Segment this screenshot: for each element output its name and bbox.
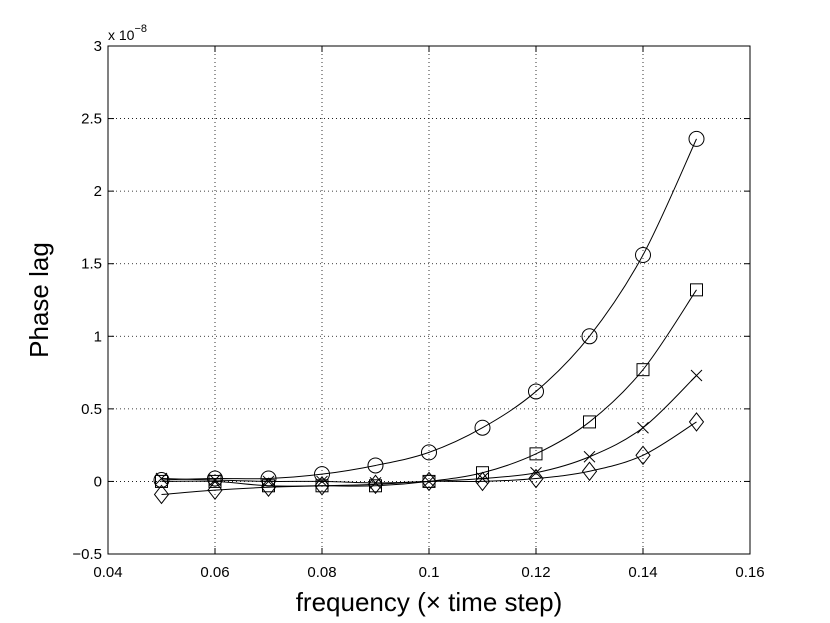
circle-marker — [635, 247, 651, 264]
x-marker — [369, 477, 382, 489]
tick-labels: 0.04 0.06 0.08 0.1 0.12 0.14 0.16 −0.5 0 0.5 1 1.5 2… — [72, 38, 764, 581]
y-tick-label: −0.5 — [72, 546, 102, 563]
y-tick-label: 0 — [94, 473, 102, 490]
square-marker — [155, 474, 168, 488]
grid-lines — [108, 46, 750, 554]
x-marker — [316, 475, 328, 488]
y-tick-label: 1 — [94, 328, 102, 345]
x-tick-label: 0.1 — [419, 564, 440, 581]
y-exponent-power: −8 — [134, 23, 147, 35]
x-tick-label: 0.14 — [628, 564, 657, 581]
diamond-marker — [421, 471, 437, 492]
diamond-marker — [207, 480, 223, 500]
x-tick-label: 0.06 — [200, 564, 229, 581]
y-tick-label: 0.5 — [81, 401, 102, 418]
diamond-marker — [528, 468, 544, 489]
axes — [107, 45, 751, 555]
x-tick-label: 0.12 — [521, 564, 550, 581]
y-tick-label: 1.5 — [81, 256, 102, 273]
square-marker — [583, 415, 596, 429]
y-tick-label: 2 — [94, 183, 102, 200]
circle-marker — [688, 130, 705, 147]
diamond-marker — [474, 471, 491, 492]
circle-marker — [421, 444, 437, 461]
circle-marker — [367, 457, 384, 474]
diamond-marker — [635, 445, 651, 466]
series-diamond — [153, 412, 705, 505]
circle-marker — [474, 419, 491, 436]
y-tick-label: 2.5 — [81, 111, 102, 128]
x-tick-label: 0.04 — [93, 564, 122, 581]
square-marker — [690, 283, 703, 297]
circle-marker — [207, 470, 223, 487]
x-axis-label: frequency (× time step) — [296, 587, 563, 617]
diamond-marker — [367, 474, 384, 495]
circle-marker — [528, 383, 544, 400]
x-marker — [583, 450, 596, 463]
x-tick-label: 0.16 — [735, 564, 764, 581]
diamond-marker — [260, 477, 277, 498]
x-marker — [155, 472, 168, 485]
square-marker — [208, 474, 222, 488]
x-marker — [530, 466, 542, 479]
y-tick-label: 3 — [94, 38, 102, 55]
square-marker — [529, 447, 543, 461]
series-square — [155, 283, 703, 493]
diamond-marker — [688, 412, 705, 432]
x-marker — [690, 369, 703, 382]
series-line — [161, 138, 697, 481]
x-tick-label: 0.08 — [307, 564, 336, 581]
x-marker — [637, 421, 649, 434]
y-axis-exponent-label: x 10−8 — [108, 23, 147, 43]
circle-marker — [581, 328, 598, 345]
y-axis-label: Phase lag — [24, 242, 54, 358]
y-exponent-base: x 10 — [108, 27, 135, 43]
x-marker — [209, 474, 221, 486]
square-marker — [636, 363, 650, 377]
diamond-marker — [314, 475, 330, 496]
series-circle — [153, 130, 705, 488]
series-line — [161, 421, 697, 495]
series-layer — [153, 130, 705, 505]
x-marker — [262, 475, 275, 488]
diamond-marker — [153, 484, 170, 505]
series-line — [161, 289, 697, 487]
x-marker — [476, 472, 489, 485]
diamond-marker — [581, 461, 598, 482]
